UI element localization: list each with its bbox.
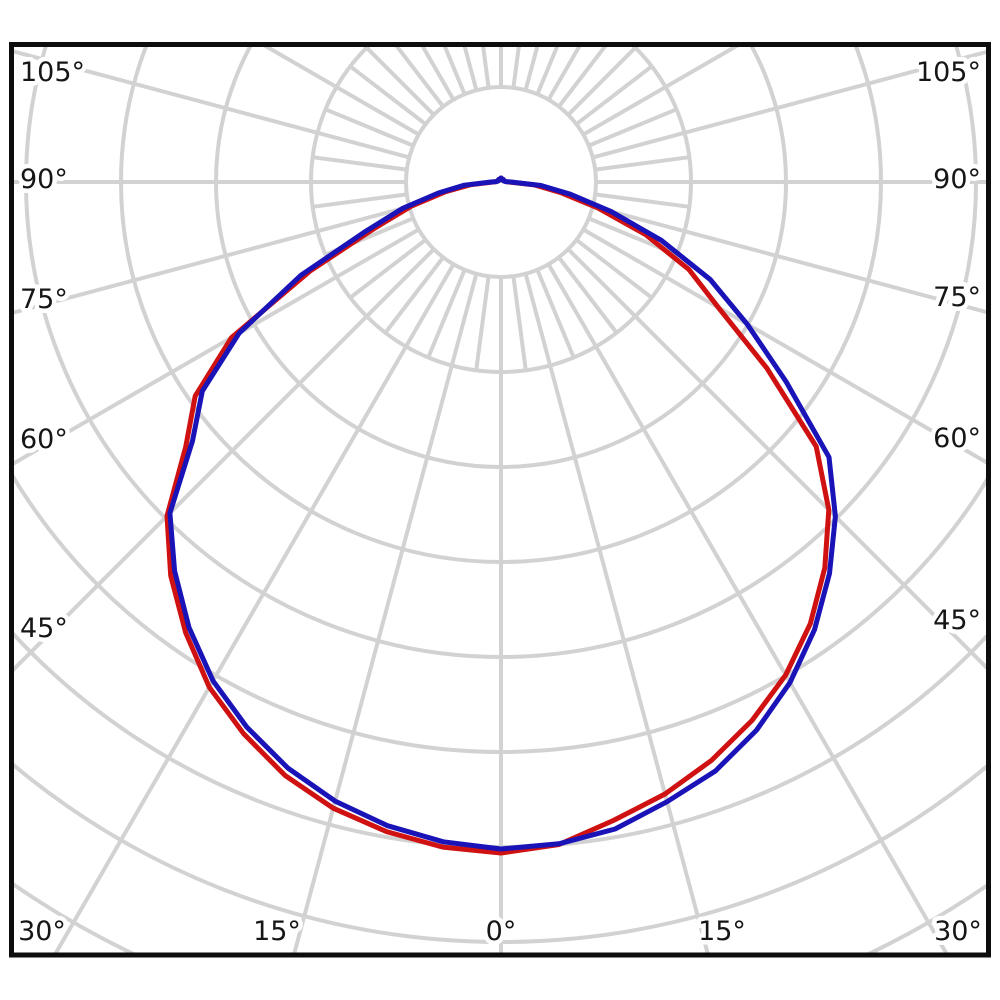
angle-label: 15°	[253, 916, 301, 947]
angle-label: 30°	[18, 916, 66, 947]
angle-label: 90°	[933, 164, 981, 195]
intensity-curves	[164, 175, 838, 856]
plot-frame	[9, 42, 991, 958]
angle-label: 90°	[20, 164, 68, 195]
angle-label: 30°	[934, 916, 982, 947]
angle-labels: 105° 90° 75° 60° 45° 105° 90° 75° 60° 45° 30° 15° 0°…	[14, 53, 987, 952]
angle-label: 60°	[20, 424, 68, 455]
angle-label: 75°	[933, 282, 981, 313]
intensity-blue-curve	[167, 175, 838, 852]
angle-label: 45°	[933, 605, 981, 636]
angle-label: 105°	[20, 57, 85, 88]
angle-label: 105°	[916, 57, 981, 88]
angle-label: 60°	[933, 423, 981, 454]
angle-label: 45°	[20, 613, 68, 644]
angle-label: 15°	[698, 916, 746, 947]
angle-label: 0°	[486, 916, 517, 947]
angle-label: 75°	[20, 284, 68, 315]
